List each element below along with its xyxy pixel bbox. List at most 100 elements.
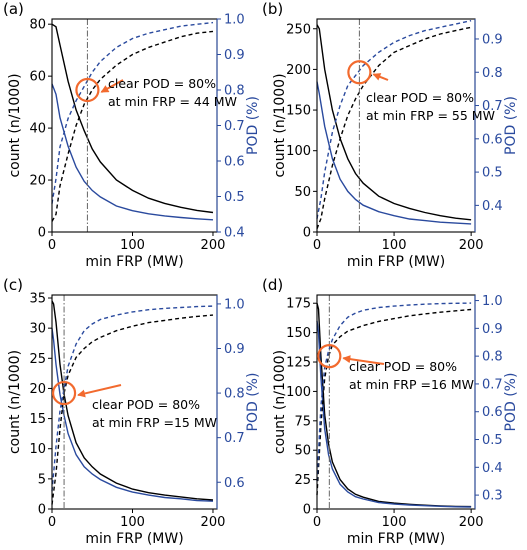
y-left-axis-label: count (n/1000) <box>7 73 23 177</box>
y-right-tick-label: 0.5 <box>224 190 245 205</box>
y-left-tick-label: 35 <box>29 292 46 307</box>
x-tick-label: 100 <box>120 238 145 253</box>
y-left-tick-label: 30 <box>29 322 46 337</box>
y-left-axis-label: count (n/1000) <box>7 350 23 454</box>
highlight-arrow <box>372 73 389 81</box>
y-right-tick-label: 0.4 <box>482 461 503 476</box>
highlight-arrow <box>100 79 124 93</box>
panel-label: (b) <box>262 0 283 18</box>
y-right-tick-label: 0.4 <box>224 226 245 241</box>
panel-label: (c) <box>3 276 23 294</box>
y-right-tick-label: 0.9 <box>482 32 503 47</box>
series-line-1 <box>316 24 472 221</box>
y-right-tick-label: 0.6 <box>482 405 503 420</box>
annotation-text: at min FRP = 55 MW <box>366 108 495 123</box>
x-tick-label: 100 <box>382 515 407 530</box>
y-right-tick-label: 0.9 <box>224 48 245 63</box>
y-left-tick-label: 150 <box>286 326 311 341</box>
y-right-tick-label: 0.7 <box>482 99 503 114</box>
annotation-text: at min FRP =16 MW <box>349 377 474 392</box>
x-tick-label: 0 <box>48 238 56 253</box>
highlight-circle <box>75 77 100 103</box>
y-left-axis-label: count (n/1000) <box>272 350 288 454</box>
y-left-tick-label: 25 <box>294 473 311 488</box>
y-right-tick-label: 0.7 <box>224 119 245 134</box>
x-tick-label: 100 <box>382 238 407 253</box>
y-left-tick-label: 150 <box>286 104 311 119</box>
chart-panel-b: (b) 0 100 200 0 50 100 150 200 250 0.4 0.5 0.6 0.7 0.8… <box>262 0 519 270</box>
series-line-2 <box>316 81 472 225</box>
series-line-2 <box>51 83 214 221</box>
annotation-text: at min FRP =15 MW <box>92 415 217 430</box>
series-line-1 <box>316 303 472 508</box>
y-left-tick-label: 40 <box>29 122 46 137</box>
y-left-tick-label: 100 <box>286 144 311 159</box>
highlight-circle <box>51 380 77 406</box>
highlight-arrow <box>77 384 122 398</box>
x-axis-label: min FRP (MW) <box>347 531 445 547</box>
y-left-tick-label: 5 <box>38 472 46 487</box>
y-left-tick-label: 0 <box>303 503 311 518</box>
x-tick-label: 200 <box>201 238 226 253</box>
annotation-text: clear POD = 80% <box>349 359 457 374</box>
x-axis-label: min FRP (MW) <box>347 254 445 270</box>
y-left-tick-label: 250 <box>286 22 311 37</box>
y-right-tick-label: 0.5 <box>482 166 503 181</box>
y-left-tick-label: 20 <box>29 174 46 189</box>
y-left-tick-label: 50 <box>294 185 311 200</box>
y-right-tick-label: 0.9 <box>482 322 503 337</box>
plot-frame <box>316 294 476 510</box>
series-line-4 <box>51 305 214 492</box>
y-right-tick-label: 0.7 <box>224 431 245 446</box>
highlight-arrow <box>342 355 385 365</box>
y-left-tick-label: 60 <box>29 70 46 85</box>
y-left-tick-label: 0 <box>38 226 46 241</box>
annotation-text: clear POD = 80% <box>366 90 474 105</box>
y-right-tick-label: 0.9 <box>224 342 245 357</box>
series-line-2 <box>316 320 472 508</box>
panel-label: (a) <box>3 0 24 18</box>
y-left-tick-label: 10 <box>29 442 46 457</box>
series-line-3 <box>51 30 214 222</box>
x-tick-label: 200 <box>201 515 226 530</box>
y-left-tick-label: 25 <box>29 352 46 367</box>
y-left-tick-label: 50 <box>294 444 311 459</box>
series-line-4 <box>51 21 214 204</box>
highlight-circle <box>317 344 342 369</box>
x-axis-label: min FRP (MW) <box>85 531 183 547</box>
y-right-tick-label: 1.0 <box>224 13 245 28</box>
y-left-tick-label: 20 <box>29 382 46 397</box>
chart-panel-c: (c) 0 100 200 0 5 10 15 20 25 30 35 0.6 0.7 0.8 0.9 1.0 m… <box>3 276 261 547</box>
series-line-4 <box>316 302 472 482</box>
y-left-tick-label: 125 <box>286 356 311 371</box>
series-line-3 <box>316 26 472 229</box>
y-right-tick-label: 0.3 <box>482 489 503 504</box>
y-right-tick-label: 0.6 <box>224 155 245 170</box>
chart-panel-a: (a) 0 100 200 0 20 40 60 80 0.4 0.5 0.6 0.7 0.8 0.9 1.0… <box>3 0 261 270</box>
y-right-tick-label: 1.0 <box>482 294 503 309</box>
y-right-tick-label: 0.4 <box>482 199 503 214</box>
y-right-tick-label: 0.7 <box>482 377 503 392</box>
y-left-tick-label: 0 <box>38 503 46 518</box>
y-right-axis-label: POD (%) <box>503 373 519 432</box>
series-line-3 <box>316 308 472 496</box>
y-right-axis-label: POD (%) <box>503 96 519 155</box>
y-left-axis-label: count (n/1000) <box>272 73 288 177</box>
x-tick-label: 200 <box>459 238 484 253</box>
y-right-tick-label: 1.0 <box>224 297 245 312</box>
y-right-tick-label: 0.8 <box>224 387 245 402</box>
series-line-1 <box>51 23 214 214</box>
chart-panel-d: (d) 0 100 200 0 25 50 75 100 125 150 175 0.3 0.4 0.5 0.… <box>262 276 519 547</box>
y-right-tick-label: 0.6 <box>482 132 503 147</box>
y-right-tick-label: 0.5 <box>482 433 503 448</box>
x-tick-label: 200 <box>459 515 484 530</box>
series-line-1 <box>51 300 214 501</box>
x-tick-label: 100 <box>120 515 145 530</box>
highlight-circle <box>347 60 372 85</box>
y-right-tick-label: 0.8 <box>482 66 503 81</box>
y-left-tick-label: 200 <box>286 63 311 78</box>
annotation-text: clear POD = 80% <box>92 397 200 412</box>
panel-label: (d) <box>262 276 283 294</box>
y-right-axis-label: POD (%) <box>245 96 261 155</box>
